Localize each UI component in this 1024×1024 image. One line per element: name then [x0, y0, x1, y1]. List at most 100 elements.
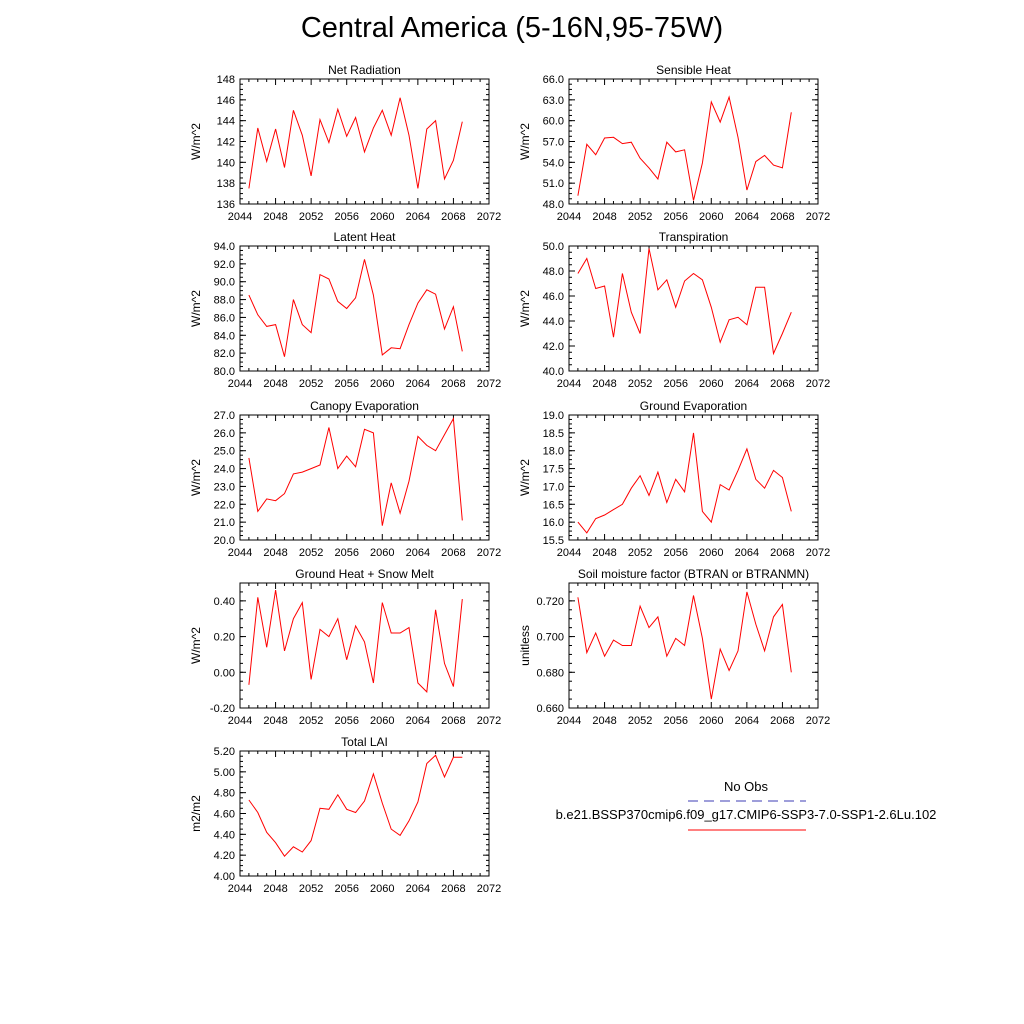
x-tick-label: 2052 — [628, 547, 652, 559]
x-tick-label: 2044 — [557, 211, 581, 223]
panel-title: Total LAI — [341, 735, 388, 749]
x-tick-label: 2044 — [557, 547, 581, 559]
y-tick-label: 0.660 — [536, 703, 564, 715]
y-tick-label: 5.00 — [214, 767, 235, 779]
y-tick-label: 136 — [217, 199, 235, 211]
y-tick-label: 4.20 — [214, 850, 235, 862]
x-tick-label: 2048 — [263, 211, 287, 223]
x-tick-label: 2060 — [699, 715, 723, 727]
x-tick-label: 2044 — [557, 715, 581, 727]
y-tick-label: 82.0 — [214, 348, 235, 360]
y-tick-label: 57.0 — [543, 137, 564, 149]
x-tick-label: 2052 — [299, 378, 323, 390]
x-tick-label: 2068 — [770, 211, 794, 223]
y-tick-label: 92.0 — [214, 259, 235, 271]
plot-frame — [239, 245, 490, 372]
y-tick-label: 22.0 — [214, 499, 235, 511]
x-tick-label: 2056 — [663, 378, 687, 390]
panel-title: Ground Evaporation — [640, 399, 747, 413]
x-tick-label: 2048 — [592, 211, 616, 223]
x-tick-label: 2056 — [334, 547, 358, 559]
y-tick-label: 146 — [217, 95, 235, 107]
y-tick-label: 46.0 — [543, 291, 564, 303]
x-tick-label: 2064 — [735, 547, 759, 559]
x-tick-label: 2048 — [592, 547, 616, 559]
x-tick-label: 2072 — [806, 211, 830, 223]
y-axis-label: W/m^2 — [518, 290, 532, 327]
y-tick-label: 94.0 — [214, 241, 235, 253]
plot-frame — [568, 245, 819, 372]
y-tick-label: 88.0 — [214, 295, 235, 307]
x-tick-label: 2072 — [477, 547, 501, 559]
x-tick-label: 2064 — [406, 378, 430, 390]
y-tick-label: 25.0 — [214, 446, 235, 458]
x-tick-label: 2064 — [735, 715, 759, 727]
y-tick-label: 54.0 — [543, 157, 564, 169]
y-tick-label: 0.700 — [536, 632, 564, 644]
y-tick-label: 26.0 — [214, 428, 235, 440]
y-tick-label: 60.0 — [543, 116, 564, 128]
y-tick-label: 0.00 — [214, 667, 235, 679]
x-tick-label: 2052 — [299, 883, 323, 895]
series-line — [248, 416, 463, 526]
x-tick-label: 2044 — [228, 547, 252, 559]
x-tick-label: 2072 — [477, 883, 501, 895]
x-tick-label: 2048 — [263, 547, 287, 559]
y-tick-label: 148 — [217, 74, 235, 86]
panel-1: Net Radiation W/m^2 2044 2048 2052 2056 2060 20… — [189, 63, 501, 223]
x-tick-label: 2072 — [806, 547, 830, 559]
y-tick-label: 4.60 — [214, 809, 235, 821]
y-tick-label: 63.0 — [543, 95, 564, 107]
x-tick-label: 2060 — [370, 547, 394, 559]
y-axis-label: m2/m2 — [189, 795, 203, 832]
x-tick-label: 2052 — [628, 378, 652, 390]
panel-3: Latent Heat W/m^2 2044 2048 2052 2056 2060 2064… — [189, 230, 501, 390]
panel-7: Ground Heat + Snow Melt W/m^2 2044 2048 2052… — [189, 567, 501, 727]
x-tick-label: 2044 — [557, 378, 581, 390]
x-tick-label: 2052 — [628, 715, 652, 727]
y-axis-label: W/m^2 — [189, 290, 203, 327]
x-tick-label: 2060 — [699, 378, 723, 390]
x-tick-label: 2052 — [299, 547, 323, 559]
y-axis-label: W/m^2 — [518, 123, 532, 160]
x-tick-label: 2064 — [406, 883, 430, 895]
y-tick-label: 66.0 — [543, 74, 564, 86]
series-line — [248, 97, 463, 189]
y-tick-label: 144 — [217, 116, 235, 128]
x-tick-label: 2068 — [441, 715, 465, 727]
y-tick-label: -0.20 — [210, 703, 235, 715]
y-tick-label: 5.20 — [214, 746, 235, 758]
x-tick-label: 2064 — [406, 211, 430, 223]
y-tick-label: 90.0 — [214, 277, 235, 289]
y-tick-label: 15.5 — [543, 535, 564, 547]
y-tick-label: 23.0 — [214, 481, 235, 493]
x-tick-label: 2068 — [770, 378, 794, 390]
y-tick-label: 19.0 — [543, 410, 564, 422]
plot-frame — [568, 582, 819, 709]
x-tick-label: 2072 — [477, 378, 501, 390]
y-tick-label: 27.0 — [214, 410, 235, 422]
panel-2: Sensible Heat W/m^2 2044 2048 2052 2056 2060 20… — [518, 63, 830, 223]
y-tick-label: 17.0 — [543, 481, 564, 493]
legend-obs-label: No Obs — [723, 779, 769, 794]
y-axis-label: W/m^2 — [518, 459, 532, 496]
x-tick-label: 2048 — [263, 378, 287, 390]
y-tick-label: 86.0 — [214, 312, 235, 324]
y-tick-label: 17.5 — [543, 464, 564, 476]
series-line — [577, 95, 792, 201]
panel-9: Total LAI m2/m2 2044 2048 2052 2056 2060 2064 20… — [189, 735, 501, 895]
y-tick-label: 48.0 — [543, 199, 564, 211]
legend-model-label: b.e21.BSSP370cmip6.f09_g17.CMIP6-SSP3-7.… — [555, 807, 937, 822]
y-axis-label: unitless — [518, 625, 532, 666]
x-tick-label: 2068 — [441, 378, 465, 390]
x-tick-label: 2056 — [334, 211, 358, 223]
x-tick-label: 2060 — [370, 378, 394, 390]
x-tick-label: 2052 — [628, 211, 652, 223]
series-line — [248, 590, 463, 693]
series-line — [577, 432, 792, 534]
y-tick-label: 0.680 — [536, 667, 564, 679]
y-tick-label: 18.5 — [543, 428, 564, 440]
x-tick-label: 2072 — [477, 715, 501, 727]
series-line — [248, 259, 463, 357]
